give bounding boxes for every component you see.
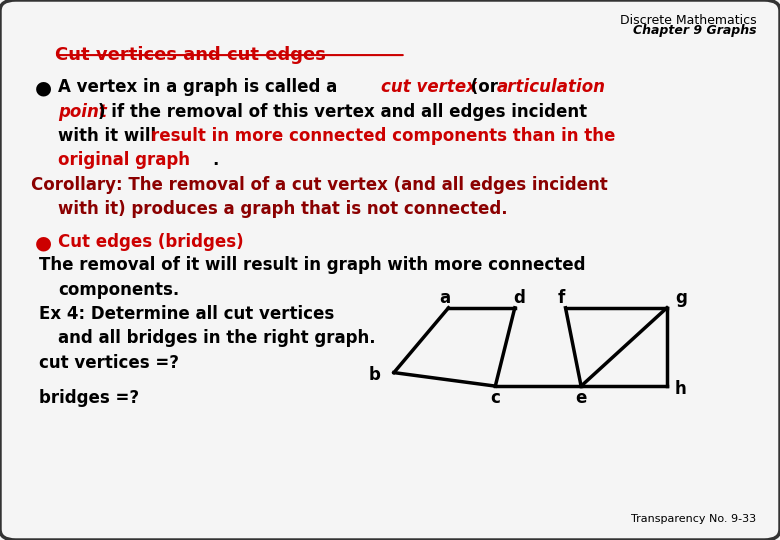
Text: d: d xyxy=(512,289,525,307)
Text: Chapter 9 Graphs: Chapter 9 Graphs xyxy=(633,24,757,37)
Text: (or: (or xyxy=(465,78,504,96)
Text: ●: ● xyxy=(35,78,52,97)
Text: g: g xyxy=(675,289,687,307)
Text: A vertex in a graph is called a: A vertex in a graph is called a xyxy=(58,78,343,96)
Text: result in more connected components than in the: result in more connected components than… xyxy=(151,127,615,145)
Text: Cut vertices and cut edges: Cut vertices and cut edges xyxy=(55,46,325,64)
Text: with it) produces a graph that is not connected.: with it) produces a graph that is not co… xyxy=(58,200,508,218)
Text: f: f xyxy=(558,289,565,307)
Text: cut vertex: cut vertex xyxy=(381,78,477,96)
Text: bridges =?: bridges =? xyxy=(39,389,139,407)
Text: point: point xyxy=(58,103,108,120)
Text: original graph: original graph xyxy=(58,151,190,169)
Text: ●: ● xyxy=(35,233,52,252)
Text: a: a xyxy=(439,289,450,307)
Text: ) if the removal of this vertex and all edges incident: ) if the removal of this vertex and all … xyxy=(98,103,587,120)
Text: c: c xyxy=(491,389,500,407)
Text: articulation: articulation xyxy=(497,78,606,96)
Text: Discrete Mathematics: Discrete Mathematics xyxy=(620,14,757,26)
Text: b: b xyxy=(368,366,381,384)
Text: .: . xyxy=(212,151,218,169)
Text: Ex 4: Determine all cut vertices: Ex 4: Determine all cut vertices xyxy=(39,305,335,323)
Text: Cut edges (bridges): Cut edges (bridges) xyxy=(58,233,244,251)
Text: and all bridges in the right graph.: and all bridges in the right graph. xyxy=(58,329,376,347)
Text: cut vertices =?: cut vertices =? xyxy=(39,354,179,372)
Text: e: e xyxy=(576,389,587,407)
Text: h: h xyxy=(675,380,687,398)
Text: components.: components. xyxy=(58,281,179,299)
Text: Transparency No. 9-33: Transparency No. 9-33 xyxy=(632,514,757,524)
Text: with it will: with it will xyxy=(58,127,162,145)
Text: The removal of it will result in graph with more connected: The removal of it will result in graph w… xyxy=(39,256,586,274)
Text: Corollary: The removal of a cut vertex (and all edges incident: Corollary: The removal of a cut vertex (… xyxy=(31,176,608,193)
